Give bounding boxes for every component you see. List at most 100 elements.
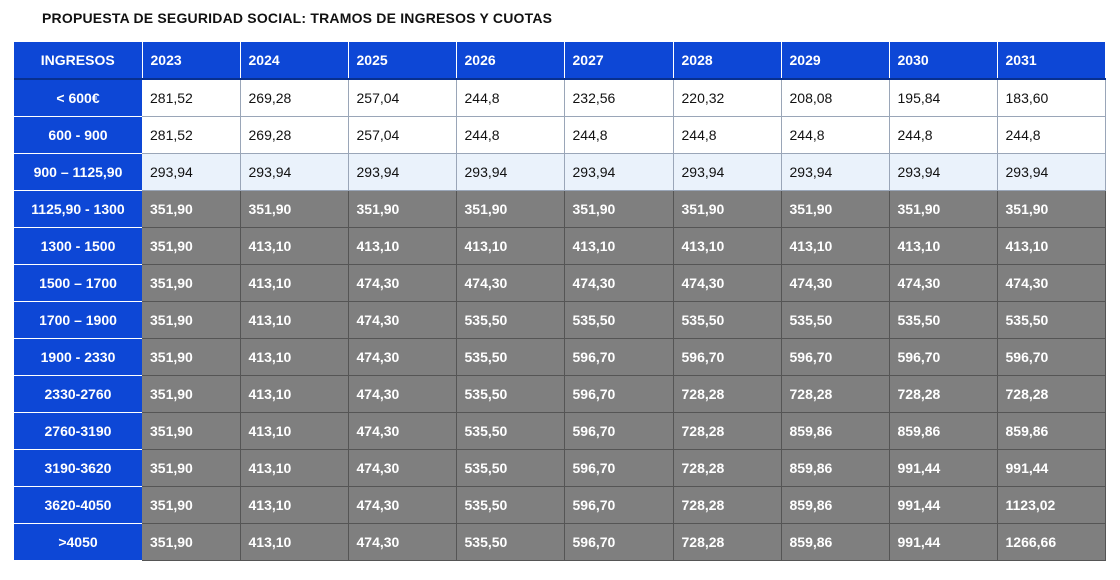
table-cell: 474,30 (348, 338, 457, 376)
table-row: >4050 351,90 413,10 474,30 535,50 596,70 728,2… (14, 523, 1106, 561)
table-cell: 596,70 (673, 338, 782, 376)
table-cell: 728,28 (673, 375, 782, 413)
table-cell: 195,84 (889, 79, 998, 117)
table-cell: 596,70 (564, 338, 674, 376)
table-cell: 413,10 (348, 227, 457, 265)
table-cell: 859,86 (781, 449, 890, 487)
table-cell: 728,28 (997, 375, 1106, 413)
table-cell: 413,10 (673, 227, 782, 265)
table-cell: 351,90 (142, 375, 241, 413)
table-cell: 596,70 (564, 523, 674, 561)
table-cell: 351,90 (564, 190, 674, 228)
row-header-income-bracket: 900 – 1125,90 (14, 153, 142, 191)
row-header-income-bracket: 1900 - 2330 (14, 338, 142, 376)
table-cell: 596,70 (564, 449, 674, 487)
table-cell: 535,50 (456, 375, 565, 413)
table-cell: 183,60 (997, 79, 1106, 117)
table-cell: 474,30 (348, 375, 457, 413)
column-header-year: 2026 (456, 42, 565, 80)
table-cell: 351,90 (142, 227, 241, 265)
column-header-year: 2029 (781, 42, 890, 80)
table-cell: 351,90 (142, 301, 241, 339)
table-cell: 474,30 (348, 301, 457, 339)
table-cell: 535,50 (456, 412, 565, 450)
table-cell: 351,90 (142, 190, 241, 228)
table-cell: 244,8 (997, 116, 1106, 154)
table-cell: 1123,02 (997, 486, 1106, 524)
table-cell: 351,90 (673, 190, 782, 228)
table-cell: 293,94 (781, 153, 890, 191)
table-cell: 413,10 (889, 227, 998, 265)
table-row: 3190-3620 351,90 413,10 474,30 535,50 596,70 7… (14, 449, 1106, 487)
row-header-income-bracket: 1500 – 1700 (14, 264, 142, 302)
table-cell: 351,90 (456, 190, 565, 228)
table-cell: 244,8 (673, 116, 782, 154)
table-cell: 535,50 (781, 301, 890, 339)
table-cell: 728,28 (673, 412, 782, 450)
table-cell: 474,30 (348, 486, 457, 524)
table-cell: 474,30 (564, 264, 674, 302)
table-cell: 859,86 (781, 523, 890, 561)
row-header-income-bracket: 3620-4050 (14, 486, 142, 524)
table-row: 1900 - 2330 351,90 413,10 474,30 535,50 596,7… (14, 338, 1106, 376)
table-cell: 474,30 (348, 412, 457, 450)
table-cell: 474,30 (889, 264, 998, 302)
table-cell: 596,70 (781, 338, 890, 376)
table-row: 1700 – 1900 351,90 413,10 474,30 535,50 535,5… (14, 301, 1106, 339)
table-cell: 991,44 (889, 449, 998, 487)
row-header-income-bracket: >4050 (14, 523, 142, 561)
column-header-year: 2023 (142, 42, 241, 80)
table-cell: 257,04 (348, 116, 457, 154)
table-body: < 600€ 281,52 269,28 257,04 244,8 232,56 220,3… (14, 79, 1106, 561)
table-cell: 351,90 (142, 449, 241, 487)
table-cell: 351,90 (240, 190, 349, 228)
table-cell: 535,50 (564, 301, 674, 339)
table-cell: 257,04 (348, 79, 457, 117)
table-cell: 244,8 (564, 116, 674, 154)
table-cell: 413,10 (240, 301, 349, 339)
table-cell: 413,10 (240, 486, 349, 524)
table-cell: 244,8 (889, 116, 998, 154)
table-row: 3620-4050 351,90 413,10 474,30 535,50 596,70 7… (14, 486, 1106, 524)
table-row: 600 - 900 281,52 269,28 257,04 244,8 244,8 244… (14, 116, 1106, 154)
table-cell: 293,94 (142, 153, 241, 191)
column-header-year: 2024 (240, 42, 349, 80)
table-cell: 535,50 (456, 449, 565, 487)
table-cell: 244,8 (781, 116, 890, 154)
table-row: < 600€ 281,52 269,28 257,04 244,8 232,56 220,3… (14, 79, 1106, 117)
table-cell: 535,50 (456, 301, 565, 339)
table-cell: 293,94 (348, 153, 457, 191)
table-cell: 474,30 (781, 264, 890, 302)
table-cell: 413,10 (997, 227, 1106, 265)
table-cell: 281,52 (142, 79, 241, 117)
table-cell: 413,10 (240, 338, 349, 376)
column-header-year: 2031 (997, 42, 1106, 80)
table-cell: 413,10 (240, 375, 349, 413)
table-cell: 859,86 (997, 412, 1106, 450)
table-cell: 596,70 (564, 375, 674, 413)
table-cell: 351,90 (142, 264, 241, 302)
table-cell: 351,90 (997, 190, 1106, 228)
table-header-row: INGRESOS 2023 2024 2025 2026 2027 2028 2029 203… (14, 42, 1106, 80)
table-cell: 596,70 (997, 338, 1106, 376)
table-cell: 281,52 (142, 116, 241, 154)
table-cell: 474,30 (456, 264, 565, 302)
table-cell: 413,10 (456, 227, 565, 265)
table-cell: 293,94 (997, 153, 1106, 191)
column-header-year: 2028 (673, 42, 782, 80)
table-cell: 413,10 (240, 523, 349, 561)
table-row: 1125,90 - 1300 351,90 351,90 351,90 351,90 35… (14, 190, 1106, 228)
row-header-income-bracket: 1700 – 1900 (14, 301, 142, 339)
column-header-year: 2027 (564, 42, 674, 80)
table-cell: 1266,66 (997, 523, 1106, 561)
column-header-year: 2030 (889, 42, 998, 80)
table-cell: 474,30 (997, 264, 1106, 302)
table-cell: 244,8 (456, 79, 565, 117)
table-cell: 413,10 (781, 227, 890, 265)
table-cell: 474,30 (348, 264, 457, 302)
table-cell: 244,8 (456, 116, 565, 154)
row-header-income-bracket: 3190-3620 (14, 449, 142, 487)
table-cell: 728,28 (673, 486, 782, 524)
table-cell: 232,56 (564, 79, 674, 117)
row-header-income-bracket: 1300 - 1500 (14, 227, 142, 265)
